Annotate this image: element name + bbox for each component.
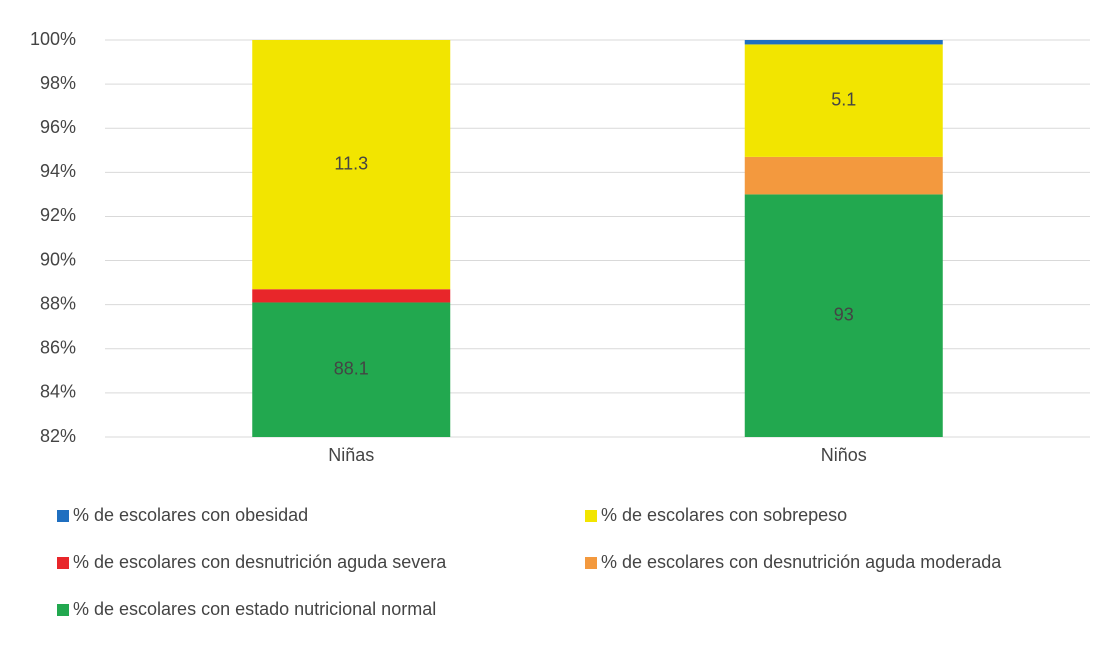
y-tick-label: 84% (40, 382, 76, 402)
y-tick-label: 90% (40, 249, 76, 269)
y-tick-label: 82% (40, 426, 76, 446)
bar-segment (744, 44, 943, 157)
y-tick-label: 86% (40, 338, 76, 358)
data-label: 11.3 (334, 153, 368, 173)
x-tick-label: Niños (821, 445, 867, 465)
y-tick-label: 92% (40, 205, 76, 225)
data-label: 93 (834, 304, 854, 324)
bar-segment (252, 302, 451, 437)
y-tick-label: 100% (30, 29, 76, 49)
legend-swatch (57, 510, 69, 522)
legend-label: % de escolares con sobrepeso (601, 505, 847, 525)
legend-swatch (57, 604, 69, 616)
bar-segment (252, 289, 451, 303)
y-tick-label: 88% (40, 293, 76, 313)
data-label: 88.1 (334, 358, 369, 378)
y-tick-label: 98% (40, 73, 76, 93)
x-tick-label: Niñas (328, 445, 374, 465)
bar-segment (252, 40, 451, 290)
y-tick-label: 94% (40, 161, 76, 181)
legend-swatch (57, 557, 69, 569)
legend-label: % de escolares con estado nutricional no… (73, 599, 436, 619)
legend-label: % de escolares con obesidad (73, 505, 308, 525)
y-tick-label: 96% (40, 117, 76, 137)
legend-swatch (585, 557, 597, 569)
data-label: 5.1 (831, 89, 856, 109)
legend-swatch (585, 510, 597, 522)
bar-segment (744, 194, 943, 437)
bar-segment (744, 156, 943, 195)
bar-segment (744, 40, 943, 45)
legend-label: % de escolares con desnutrición aguda se… (73, 552, 447, 572)
legend-label: % de escolares con desnutrición aguda mo… (601, 552, 1002, 572)
